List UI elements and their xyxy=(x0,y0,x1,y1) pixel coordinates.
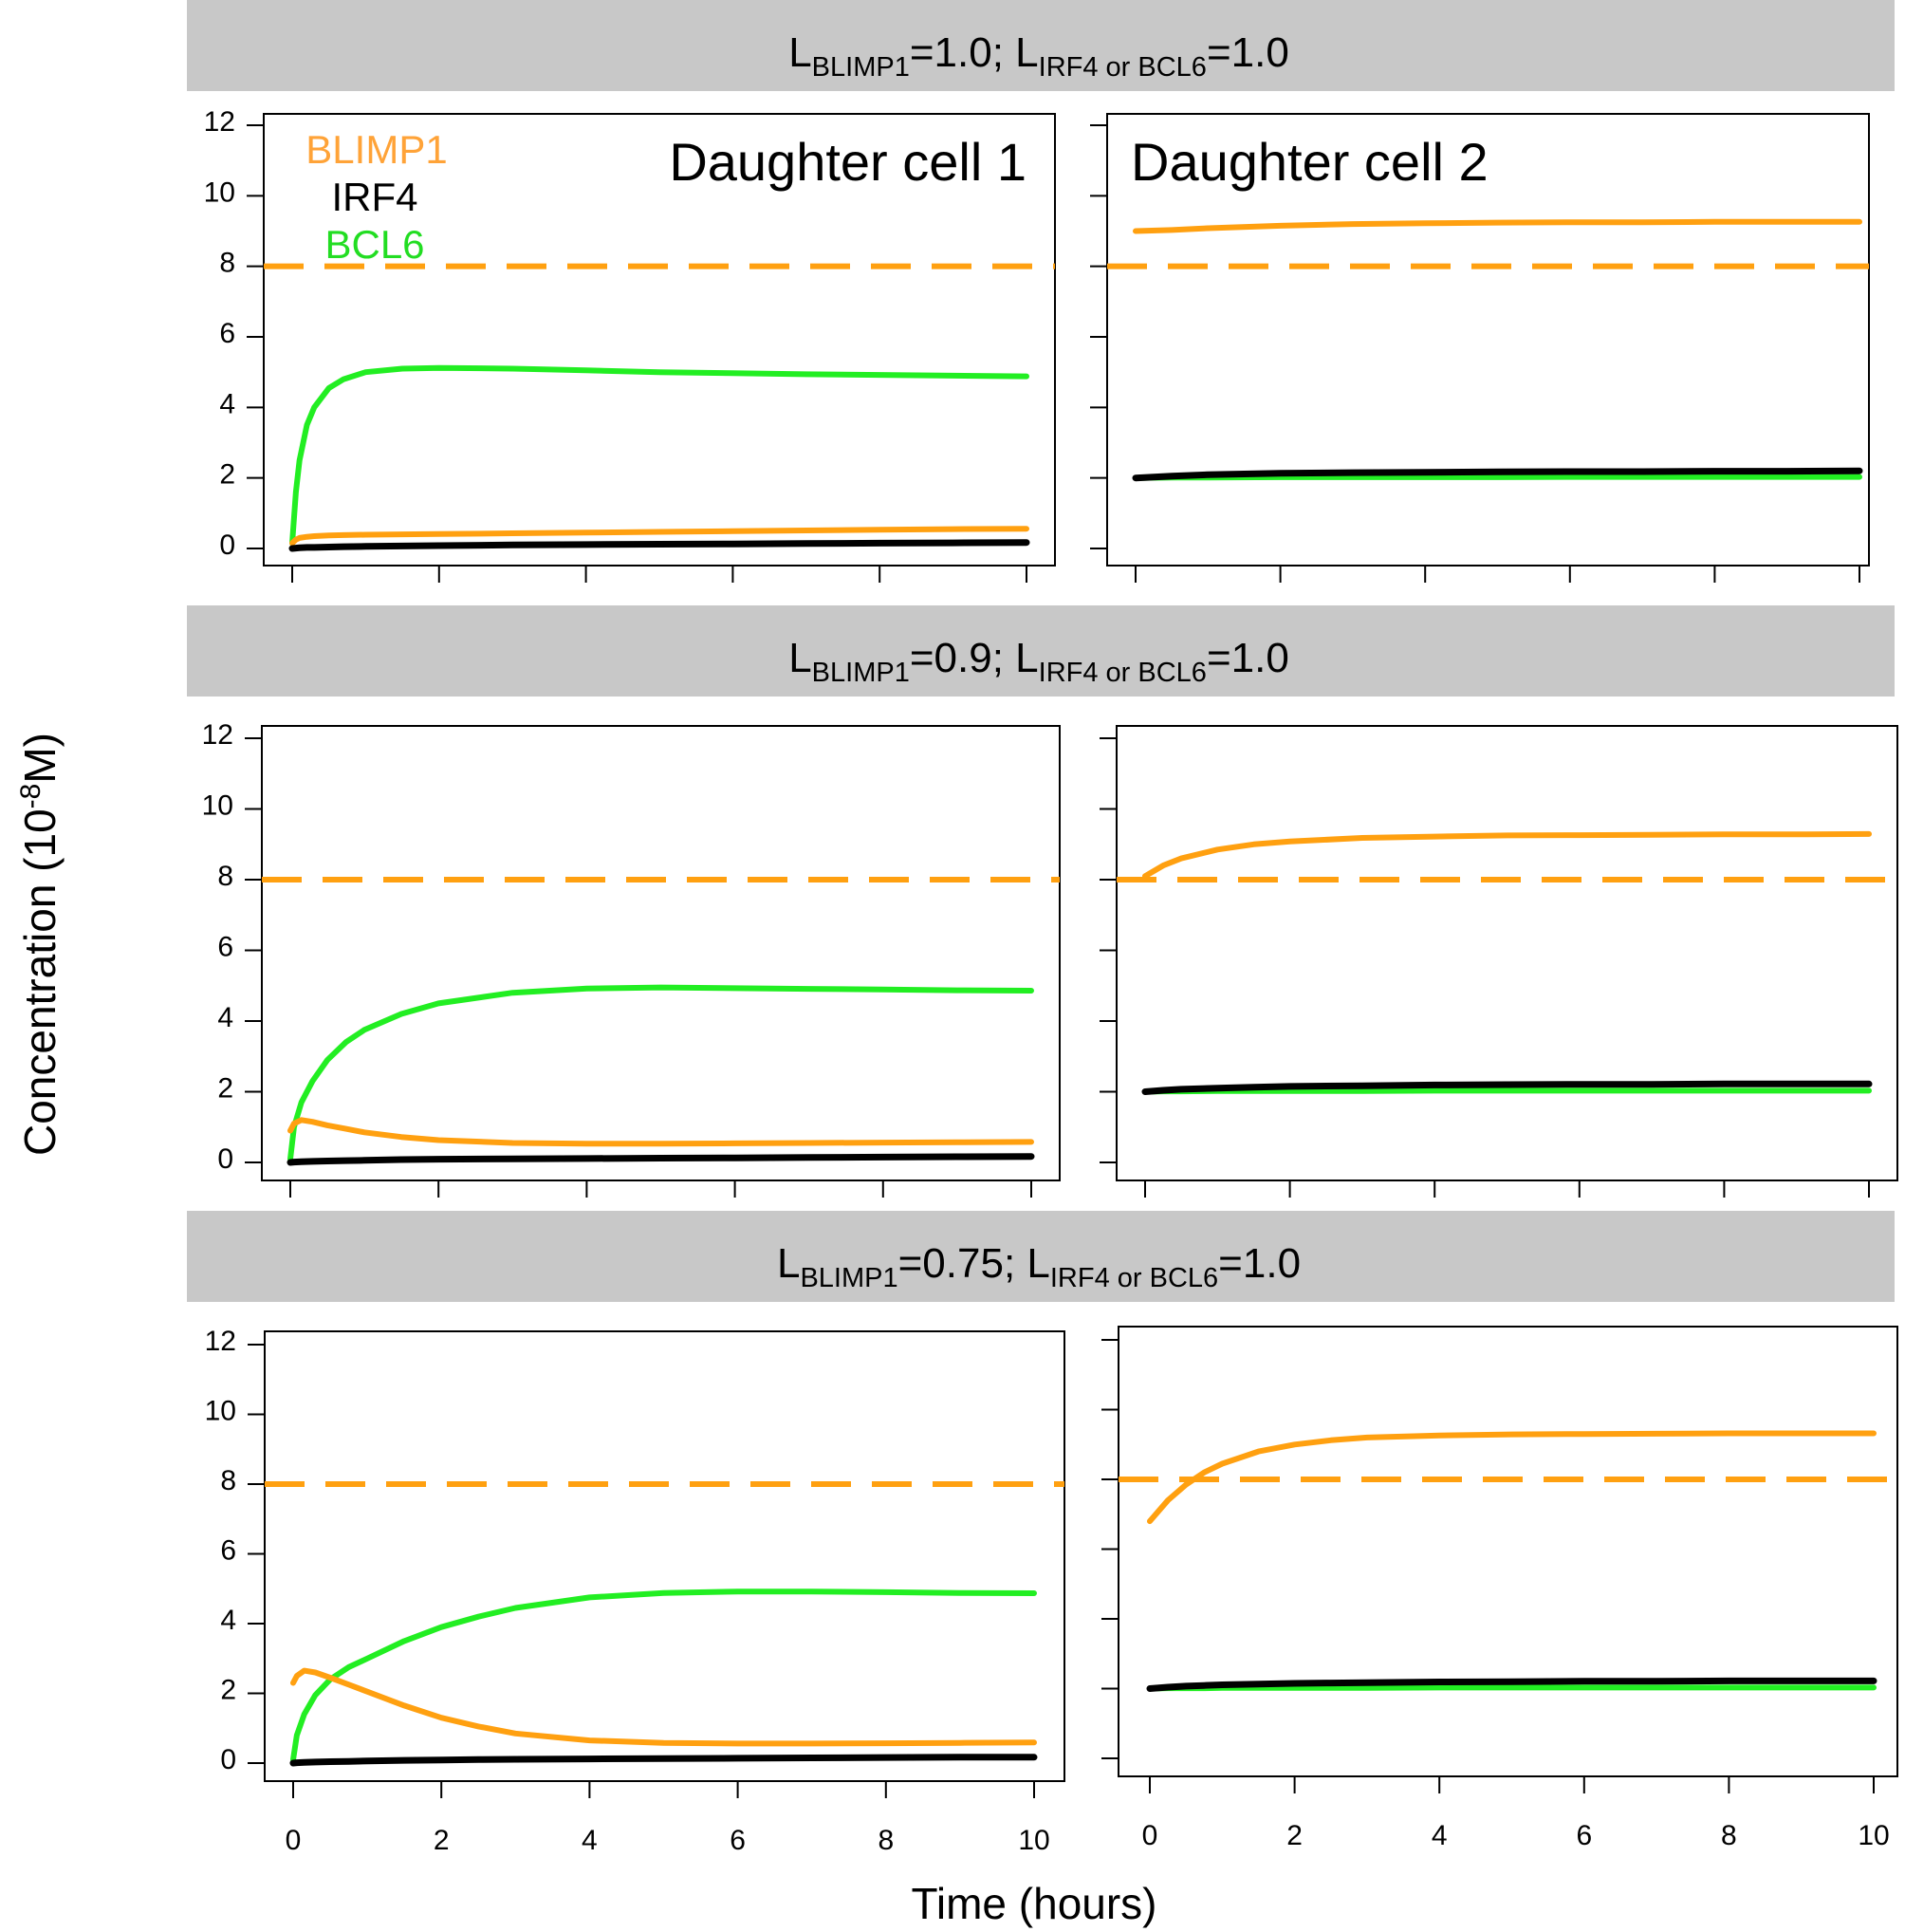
plot-frame xyxy=(1118,1326,1898,1777)
series-line-blimp1 xyxy=(290,1667,1037,1747)
strip-label: LBLIMP1=1.0; LIRF4 or BCL6=1.0 xyxy=(788,29,1289,83)
y-tick-label: 10 xyxy=(202,790,233,822)
strip-background xyxy=(187,1211,1895,1302)
row-strip-2: LBLIMP1=0.9; LIRF4 or BCL6=1.0 xyxy=(187,605,1895,697)
strip-label: LBLIMP1=0.75; LIRF4 or BCL6=1.0 xyxy=(777,1240,1301,1293)
x-tick-label: 4 xyxy=(1432,1820,1448,1851)
y-tick-label: 2 xyxy=(217,1073,233,1105)
y-tick-label: 10 xyxy=(205,1396,236,1427)
x-axis-title: Time (hours) xyxy=(912,1879,1157,1928)
x-tick-label: 10 xyxy=(1018,1825,1049,1856)
panel-row2-cell2 xyxy=(1100,725,1898,1198)
series-line-blimp1 xyxy=(289,526,1029,547)
series-line-irf4 xyxy=(288,539,1030,552)
panel-title-daughter-cell-1: Daughter cell 1 xyxy=(669,132,1026,192)
y-tick-label: 4 xyxy=(220,1605,236,1636)
series-line-bcl6 xyxy=(287,984,1034,1162)
x-tick-label: 6 xyxy=(730,1825,746,1856)
x-tick-label: 8 xyxy=(878,1825,894,1856)
series-line-irf4 xyxy=(1146,1677,1877,1692)
y-tick-label: 2 xyxy=(219,459,235,491)
y-tick-label: 0 xyxy=(217,1143,233,1175)
legend-entry-blimp1: BLIMP1 xyxy=(305,127,447,172)
y-tick-label: 4 xyxy=(217,1002,233,1033)
panel-row2-cell1: 0 2 4 6 8 10 12 xyxy=(202,719,1061,1198)
x-tick-label: 0 xyxy=(1142,1820,1158,1851)
y-tick-label: 8 xyxy=(217,861,233,892)
y-tick-label: 0 xyxy=(220,1744,236,1775)
series-line-irf4 xyxy=(1141,1080,1873,1095)
y-tick-label: 8 xyxy=(219,248,235,279)
y-tick-label: 4 xyxy=(219,388,235,419)
y-tick-label: 6 xyxy=(217,932,233,963)
y-tick-label: 12 xyxy=(202,719,233,751)
x-tick-label: 2 xyxy=(1286,1820,1303,1851)
series-line-blimp1 xyxy=(1133,218,1862,234)
row-strip-1: LBLIMP1=1.0; LIRF4 or BCL6=1.0 xyxy=(187,0,1895,91)
panel-row1-cell2 xyxy=(1090,113,1870,583)
plot-frame xyxy=(261,725,1061,1181)
y-tick-label: 6 xyxy=(220,1535,236,1567)
series-line-irf4 xyxy=(287,1153,1035,1166)
y-tick-label: 2 xyxy=(220,1675,236,1706)
y-tick-label: 8 xyxy=(220,1465,236,1496)
plot-frame xyxy=(263,113,1056,567)
y-tick-label: 0 xyxy=(219,529,235,561)
y-tick-label: 10 xyxy=(204,176,235,208)
x-tick-label: 6 xyxy=(1576,1820,1592,1851)
series-line-bcl6 xyxy=(289,364,1029,547)
row-strip-3: LBLIMP1=0.75; LIRF4 or BCL6=1.0 xyxy=(187,1211,1895,1302)
legend-entry-bcl6: BCL6 xyxy=(324,222,424,267)
panel-row3-cell1: 0 2 4 6 8 10 12 0 2 4 6 8 10 xyxy=(205,1326,1065,1856)
y-tick-label: 12 xyxy=(204,106,235,138)
panel-row1-cell1: 0 2 4 6 8 10 12 xyxy=(204,106,1056,583)
y-tick-label: 12 xyxy=(205,1326,236,1357)
series-line-irf4 xyxy=(1132,467,1863,482)
series-line-bcl6 xyxy=(290,1588,1037,1763)
series-line-bcl6 xyxy=(1147,1684,1877,1692)
panels: 0 2 4 6 8 10 12 0 2 4 6 8 10 12 0 2 4 6 8 10 12 0 2 4 6 8 10 0 2 4 6 8 1… xyxy=(202,106,1898,1856)
strip-background xyxy=(187,605,1895,697)
x-tick-label: 10 xyxy=(1858,1820,1889,1851)
panel-row3-cell2: 0 2 4 6 8 10 xyxy=(1101,1326,1898,1851)
series-line-irf4 xyxy=(289,1754,1038,1767)
series-line-blimp1 xyxy=(287,1117,1034,1147)
x-tick-label: 2 xyxy=(434,1825,450,1856)
strip-label: LBLIMP1=0.9; LIRF4 or BCL6=1.0 xyxy=(788,635,1289,688)
x-tick-label: 0 xyxy=(286,1825,302,1856)
y-axis-title: Concentration (10-8M) xyxy=(15,733,65,1156)
plot-frame xyxy=(1116,725,1898,1181)
strip-background xyxy=(187,0,1895,91)
legend-entry-irf4: IRF4 xyxy=(331,175,417,219)
x-tick-label: 4 xyxy=(582,1825,598,1856)
series-line-bcl6 xyxy=(1142,1087,1872,1095)
plot-frame xyxy=(1106,113,1870,567)
series-line-blimp1 xyxy=(1147,1430,1877,1525)
panel-title-daughter-cell-2: Daughter cell 2 xyxy=(1131,132,1489,192)
plot-frame xyxy=(264,1330,1065,1782)
series-line-blimp1 xyxy=(1142,830,1872,880)
legend: BLIMP1 IRF4 BCL6 xyxy=(305,127,447,267)
x-tick-label: 8 xyxy=(1721,1820,1737,1851)
y-tick-label: 6 xyxy=(219,318,235,349)
